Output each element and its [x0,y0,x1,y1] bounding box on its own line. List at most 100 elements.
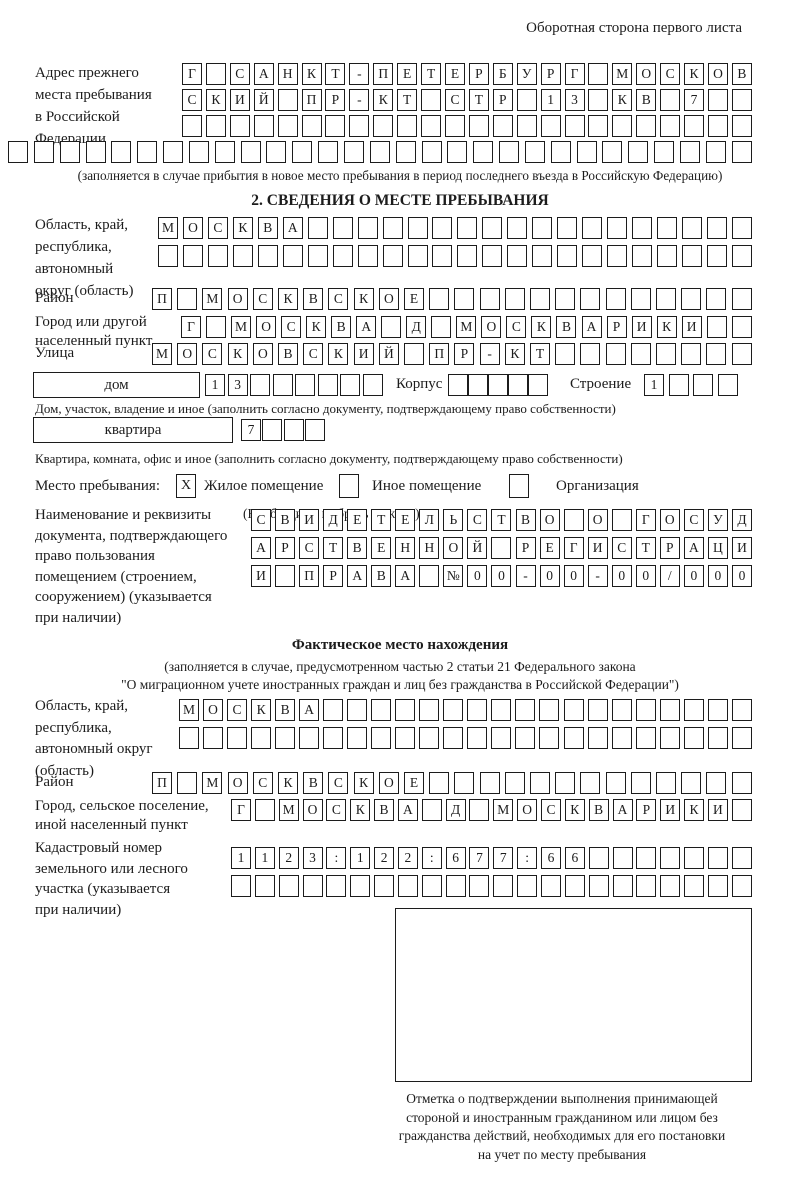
char-cell: 1 [350,847,371,869]
char-cell: Е [539,537,560,559]
house-label-box: дом [33,372,200,398]
char-cell [473,141,494,163]
char-cell [605,288,626,310]
char-cell [504,288,525,310]
char-cell [362,374,383,396]
char-cell [707,89,728,111]
char-cell [656,772,677,794]
char-cell [469,799,490,821]
char-cell: 1 [540,89,561,111]
char-cell: М [612,63,633,85]
district-label: Район [35,290,74,306]
char-cell [693,374,714,396]
char-cell [706,217,727,239]
char-cell: С [182,89,202,111]
stay-type-label: Место пребывания: [35,478,160,494]
char-cell: Р [323,565,344,587]
other-premise-checkbox [339,474,359,498]
char-cell [432,245,453,267]
stroenie-cells: 1 [644,374,738,396]
char-cell [395,699,416,721]
char-cell [231,875,251,897]
char-cell: В [278,343,299,365]
char-cell [272,374,293,396]
char-cell [557,245,578,267]
char-cell: О [636,63,657,85]
char-cell: К [564,799,585,821]
char-cell: М [202,772,223,794]
prev-address-row-3 [182,115,752,137]
char-cell [563,727,584,749]
char-cell [468,115,489,137]
char-cell [323,699,344,721]
char-cell: С [252,772,273,794]
other-premise-label: Иное помещение [372,478,482,494]
char-cell [443,699,464,721]
char-cell [421,89,442,111]
char-cell [508,374,528,396]
char-cell [515,699,536,721]
char-cell [504,772,525,794]
char-cell: Т [371,509,392,531]
char-cell [457,245,478,267]
char-cell: - [349,89,370,111]
char-cell [707,115,728,137]
char-cell [445,875,466,897]
char-cell [588,89,609,111]
char-cell [421,141,442,163]
char-cell [632,217,653,239]
char-cell [318,141,339,163]
char-cell: № [443,565,464,587]
char-cell: А [356,316,377,338]
char-cell [657,245,678,267]
char-cell [203,727,224,749]
char-cell [528,374,548,396]
char-cell: - [349,63,370,85]
char-cell [683,699,704,721]
char-cell [681,343,702,365]
char-cell [479,288,500,310]
char-cell: Т [397,89,418,111]
char-cell [317,374,338,396]
char-cell: 3 [564,89,585,111]
char-cell: У [707,509,728,531]
char-cell: К [684,63,705,85]
char-cell [731,727,752,749]
char-cell: В [331,316,352,338]
char-cell [163,141,184,163]
char-cell [493,875,514,897]
char-cell: У [516,63,537,85]
char-cell: В [588,799,609,821]
char-cell [717,374,738,396]
char-cell: И [681,316,702,338]
char-cell [326,875,347,897]
char-cell: Р [275,537,296,559]
char-cell: Ц [707,537,728,559]
char-cell [539,727,560,749]
char-cell: А [282,217,303,239]
char-cell: Р [492,89,513,111]
char-cell: С [303,343,324,365]
char-cell: К [350,799,371,821]
char-cell [612,847,633,869]
char-cell [628,141,649,163]
char-cell: 2 [278,847,299,869]
char-cell [350,875,371,897]
char-cell [656,343,677,365]
char-cell [684,115,705,137]
char-cell [443,727,464,749]
char-cell [630,772,651,794]
char-cell: 0 [467,565,488,587]
residential-checkbox: X [176,474,196,498]
char-cell: Е [395,509,416,531]
char-cell [232,245,253,267]
char-cell [397,875,418,897]
organization-checkbox [509,474,529,498]
city-label: Город или другой населенный пункт [35,314,153,349]
char-cell [214,141,235,163]
char-cell: 0 [707,565,728,587]
char-cell: В [275,509,296,531]
